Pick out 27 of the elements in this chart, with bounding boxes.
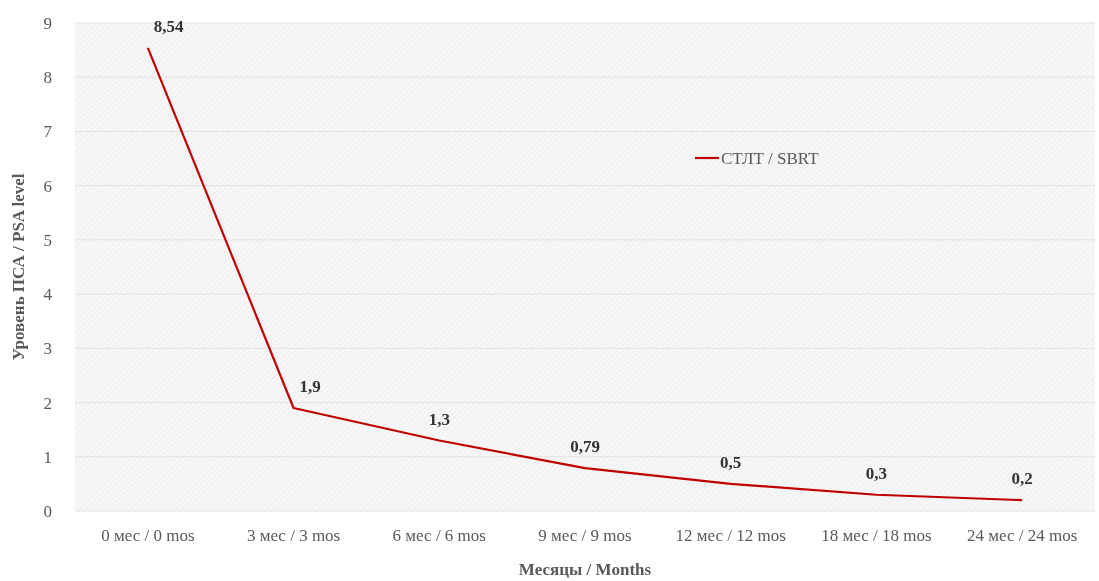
x-tick-label: 24 мес / 24 mos: [966, 526, 1078, 545]
data-label: 1,3: [428, 409, 450, 429]
data-label: 0,79: [570, 437, 600, 457]
data-label: 0,5: [720, 452, 742, 472]
y-tick-label: 4: [43, 285, 53, 305]
y-tick-label: 8: [43, 68, 52, 88]
y-tick-label: 1: [43, 447, 52, 467]
data-label: 1,9: [299, 376, 321, 396]
y-tick-label: 2: [43, 393, 52, 413]
x-tick-label: 6 мес / 6 mos: [392, 526, 486, 545]
y-tick-label: 6: [43, 176, 52, 196]
y-tick-label: 7: [43, 122, 53, 142]
data-label: 8,54: [153, 16, 185, 36]
y-tick-label: 0: [43, 501, 52, 521]
x-tick-label: 18 мес / 18 mos: [821, 526, 932, 545]
y-axis-title: Уровень ПСА / PSA level: [9, 173, 28, 361]
data-label: 0,2: [1011, 469, 1033, 489]
y-tick-label: 3: [43, 339, 52, 359]
x-tick-label: 12 мес / 12 mos: [675, 526, 786, 545]
x-tick-label: 0 мес / 0 mos: [101, 526, 195, 545]
data-label: 0,3: [865, 463, 888, 483]
y-tick-label: 5: [43, 230, 52, 250]
y-tick-label: 9: [43, 13, 52, 33]
x-axis-title: Месяцы / Months: [518, 560, 652, 579]
x-tick-label: 3 мес / 3 mos: [246, 526, 341, 545]
legend-label: СТЛТ / SBRT: [721, 148, 820, 168]
x-tick-label: 9 мес / 9 mos: [538, 526, 632, 545]
